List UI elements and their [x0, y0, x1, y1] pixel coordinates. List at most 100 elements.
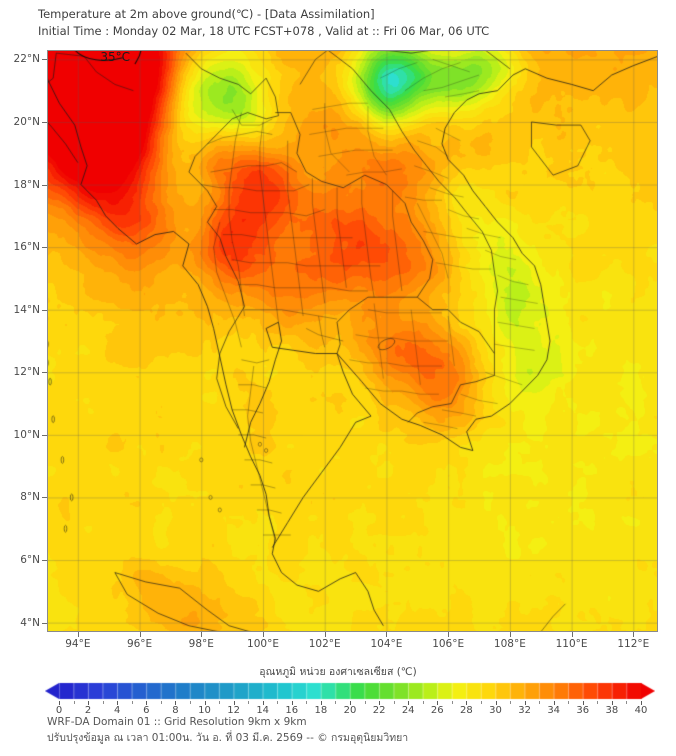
colorbar-tick-label: 30 [489, 705, 502, 716]
longitude-tick-label: 94°E [65, 638, 91, 650]
longitude-tick-label: 98°E [188, 638, 214, 650]
colorbar-tick-label: 4 [114, 705, 121, 716]
longitude-tick-mark [571, 632, 573, 637]
colorbar-tick-mark [233, 701, 235, 705]
latitude-tick-label: 18°N [13, 178, 40, 191]
colorbar-tick-label: 28 [460, 705, 473, 716]
longitude-tick-mark [263, 632, 264, 637]
colorbar-tick-mark [277, 701, 279, 704]
colorbar-tick-mark [291, 701, 293, 705]
colorbar-ticks: 0 2 4 6 8 10 12 14 16 18 20 22 24 26 28 30 32 34 36 38 40 [45, 701, 655, 719]
colorbar-tick-mark [510, 701, 512, 704]
colorbar-tick-mark [59, 701, 60, 705]
colorbar-tick-mark [553, 701, 555, 705]
colorbar-tick-mark [262, 701, 264, 705]
contour-label-35c: 35°C [100, 50, 131, 64]
temperature-heatmap-canvas [47, 50, 658, 632]
page-title: Temperature at 2m above ground(℃) - [Dat… [38, 7, 375, 21]
colorbar-tick-mark [73, 701, 75, 704]
colorbar-tick-mark [539, 701, 541, 704]
chart-title-block: Temperature at 2m above ground(℃) - [Dat… [38, 6, 658, 40]
colorbar-tick-label: 24 [401, 705, 415, 716]
colorbar-tick-label: 12 [227, 705, 240, 716]
colorbar-tick-mark [379, 701, 381, 705]
longitude-tick-label: 104°E [370, 638, 403, 650]
longitude-tick-label: 110°E [555, 638, 588, 650]
colorbar-tick-mark [248, 701, 250, 704]
colorbar [45, 681, 655, 701]
colorbar-tick-label: 2 [84, 705, 92, 716]
longitude-tick-mark [139, 632, 141, 637]
longitude-tick-mark [201, 632, 203, 637]
longitude-tick-label: 108°E [493, 638, 526, 650]
colorbar-gradient [45, 681, 655, 701]
latitude-tick-mark [42, 59, 47, 61]
longitude-tick-mark [448, 632, 450, 637]
colorbar-tick-mark [189, 701, 191, 704]
colorbar-tick-mark [102, 701, 104, 704]
longitude-tick-label: 100°E [247, 638, 279, 650]
colorbar-tick-mark [568, 701, 570, 704]
colorbar-tick-label: 34 [547, 705, 561, 716]
latitude-tick-mark [42, 560, 47, 562]
colorbar-tick-mark [582, 701, 584, 705]
colorbar-tick-mark [466, 701, 468, 705]
colorbar-tick-mark [437, 701, 439, 705]
colorbar-tick-label: 16 [285, 705, 299, 716]
latitude-tick-mark [42, 184, 47, 186]
latitude-tick-mark [42, 247, 47, 249]
colorbar-tick-mark [597, 701, 599, 704]
colorbar-tick-mark [480, 701, 482, 704]
latitude-tick-label: 14°N [13, 303, 40, 316]
model-domain-info: WRF-DA Domain 01 :: Grid Resolution 9km … [47, 716, 307, 728]
forecast-validity-subtitle: Initial Time : Monday 02 Mar, 18 UTC FCS… [38, 24, 490, 38]
colorbar-tick-mark [204, 701, 206, 705]
longitude-tick-label: 102°E [308, 638, 341, 650]
colorbar-tick-mark [495, 701, 497, 705]
colorbar-tick-label: 8 [172, 705, 179, 716]
longitude-tick-label: 112°E [617, 638, 650, 650]
colorbar-tick-mark [219, 701, 221, 704]
longitude-tick-mark [324, 632, 326, 637]
colorbar-tick-mark [88, 701, 90, 705]
colorbar-tick-mark [320, 701, 322, 705]
colorbar-tick-mark [131, 701, 133, 704]
colorbar-tick-mark [393, 701, 395, 704]
latitude-tick-mark [42, 309, 47, 311]
colorbar-tick-mark [451, 701, 453, 704]
colorbar-tick-mark [306, 701, 308, 704]
latitude-tick-mark [42, 121, 47, 123]
colorbar-tick-mark [350, 701, 351, 705]
colorbar-tick-label: 40 [634, 705, 648, 716]
colorbar-tick-mark [524, 701, 526, 705]
latitude-tick-label: 20°N [13, 115, 40, 128]
colorbar-tick-label: 38 [605, 705, 619, 716]
colorbar-tick-mark [146, 701, 148, 705]
colorbar-tick-label: 36 [576, 705, 590, 716]
longitude-tick-mark [633, 632, 635, 637]
colorbar-tick-label: 14 [256, 705, 270, 716]
longitude-tick-mark [386, 632, 388, 637]
colorbar-tick-label: 10 [198, 705, 211, 716]
colorbar-tick-mark [611, 701, 613, 705]
colorbar-tick-mark [175, 701, 177, 705]
colorbar-tick-label: 26 [430, 705, 444, 716]
latitude-tick-mark [42, 497, 47, 499]
colorbar-tick-label: 6 [143, 705, 150, 716]
latitude-tick-label: 8°N [20, 491, 40, 504]
longitude-tick-label: 106°E [432, 638, 465, 650]
colorbar-tick-mark [160, 701, 162, 704]
longitude-tick-mark [509, 632, 511, 637]
latitude-tick-label: 22°N [13, 53, 40, 66]
colorbar-tick-label: 18 [314, 705, 328, 716]
colorbar-tick-mark [641, 701, 642, 705]
colorbar-tick-label: 0 [55, 705, 63, 716]
colorbar-tick-mark [117, 701, 119, 705]
footer-block: WRF-DA Domain 01 :: Grid Resolution 9km … [47, 714, 647, 746]
latitude-tick-mark [42, 372, 47, 374]
colorbar-tick-mark [626, 701, 628, 704]
colorbar-tick-mark [335, 701, 337, 704]
longitude-tick-label: 96°E [126, 638, 153, 650]
colorbar-tick-mark [408, 701, 410, 705]
colorbar-tick-label: 20 [343, 705, 357, 716]
